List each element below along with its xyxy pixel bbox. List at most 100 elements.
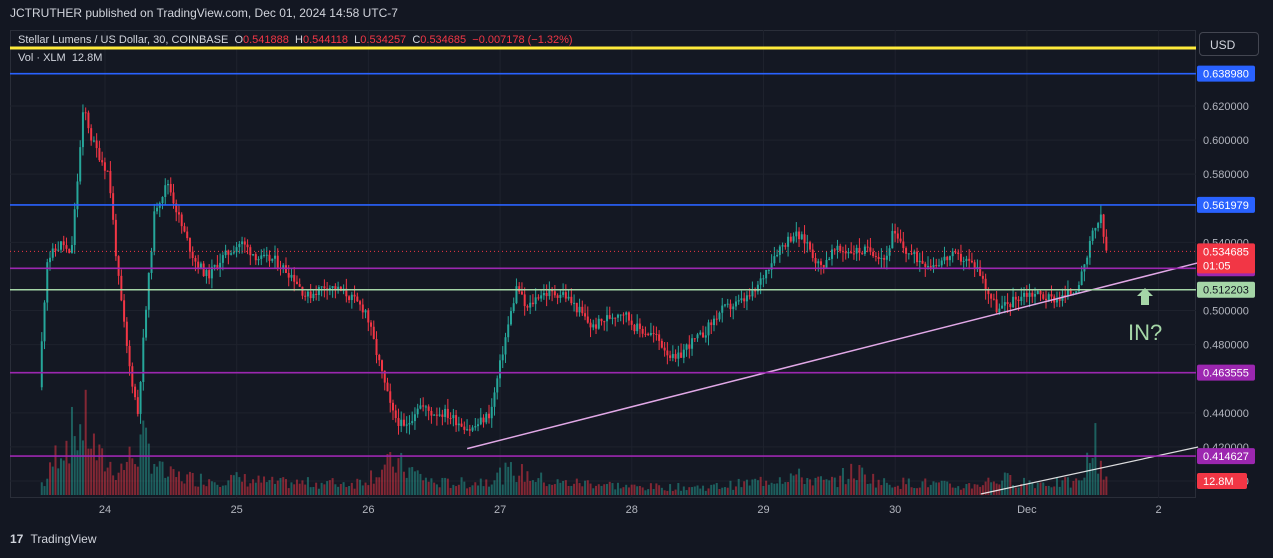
volume-bar: [136, 466, 139, 495]
candle-body: [551, 290, 554, 292]
symbol-description[interactable]: Stellar Lumens / US Dollar, 30, COINBASE: [18, 34, 229, 46]
volume-bar: [131, 458, 134, 495]
volume-bar: [674, 489, 677, 495]
candle-body: [1001, 305, 1004, 309]
volume-bar: [597, 484, 600, 495]
volume-bar: [1003, 472, 1006, 495]
volume-bar: [839, 475, 842, 495]
volume-bar: [57, 468, 60, 495]
volume-bar: [680, 490, 683, 495]
candle-body: [608, 315, 611, 319]
candle-body: [833, 249, 836, 251]
candle-body: [1023, 292, 1026, 297]
chart-pane[interactable]: [10, 30, 1196, 498]
volume-bar: [493, 480, 496, 495]
candle-body: [301, 286, 304, 296]
volume-bar: [699, 488, 702, 495]
candle-body: [482, 417, 485, 423]
candle-body: [663, 347, 666, 351]
candle-body: [252, 254, 255, 256]
close-value: 0.534685: [420, 34, 467, 46]
candle-body: [1050, 294, 1053, 297]
level-tag: [1197, 364, 1255, 381]
volume-bar: [562, 480, 565, 495]
volume-bar: [592, 488, 595, 495]
candle-body: [194, 258, 197, 262]
candle-body: [441, 414, 444, 417]
volume-bar: [883, 478, 886, 495]
candle-body: [120, 275, 123, 301]
volume-bar: [435, 484, 438, 495]
volume-bar: [605, 483, 608, 495]
volume-bar: [238, 477, 241, 495]
candle-body: [578, 306, 581, 313]
volume-bar: [1055, 477, 1058, 495]
candle-body: [175, 203, 178, 213]
candle-body: [776, 254, 779, 257]
volume-bar: [806, 478, 809, 495]
volume-bar: [540, 472, 543, 495]
volume-bar: [979, 486, 982, 495]
volume-bar: [205, 486, 208, 495]
candle-body: [896, 233, 899, 239]
candle-body: [861, 252, 864, 254]
volume-bar: [120, 463, 123, 495]
candle-body: [537, 297, 540, 299]
candle-body: [375, 339, 378, 355]
candle-body: [625, 312, 628, 315]
volume-bar: [765, 480, 768, 495]
volume-bar: [1077, 480, 1080, 495]
volume-bar: [584, 480, 587, 495]
volume-bar: [872, 473, 875, 495]
candle-body: [103, 162, 106, 171]
volume-bar: [633, 484, 636, 495]
candle-body: [948, 256, 951, 261]
volume-bar: [208, 479, 211, 495]
candle-body: [817, 261, 820, 264]
currency-button[interactable]: USD: [1199, 32, 1259, 56]
volume-bar: [756, 480, 759, 495]
candle-body: [1028, 292, 1031, 297]
volume-bar: [79, 424, 82, 495]
x-tick-label: Dec: [1017, 504, 1037, 516]
volume-bar: [702, 485, 705, 495]
candle-body: [468, 429, 471, 431]
candle-body: [282, 265, 285, 269]
candle-body: [334, 286, 337, 291]
volume-bar: [685, 490, 688, 495]
candle-body: [614, 317, 617, 319]
volume-bar: [1099, 460, 1102, 495]
volume-bar: [422, 480, 425, 495]
volume-bar: [902, 477, 905, 495]
candle-body: [605, 315, 608, 322]
volume-bar: [520, 464, 523, 495]
volume-bar: [1044, 486, 1047, 495]
candle-body: [424, 406, 427, 408]
candle-body: [880, 257, 883, 259]
volume-bar: [647, 489, 650, 495]
candle-body: [965, 258, 968, 262]
candle-body: [630, 320, 633, 325]
candle-body: [1064, 295, 1067, 297]
candle-body: [208, 270, 211, 279]
volume-label[interactable]: Vol · XLM: [18, 52, 66, 64]
volume-bar: [586, 480, 589, 495]
candle-body: [523, 294, 526, 307]
volume-bar: [644, 490, 647, 495]
candle-body: [669, 355, 672, 358]
candle-body: [946, 256, 949, 261]
volume-bar: [896, 485, 899, 495]
countdown-label: 01:05: [1203, 260, 1231, 272]
volume-bar: [1009, 474, 1012, 495]
candle-body: [907, 253, 910, 255]
candle-body: [902, 241, 905, 249]
candle-body: [188, 238, 191, 252]
candle-body: [1077, 285, 1080, 292]
volume-bar: [658, 485, 661, 495]
candle-body: [754, 290, 757, 292]
candle-body: [383, 370, 386, 383]
candle-body: [235, 247, 238, 253]
volume-bar: [90, 448, 93, 495]
volume-bar: [515, 482, 518, 495]
